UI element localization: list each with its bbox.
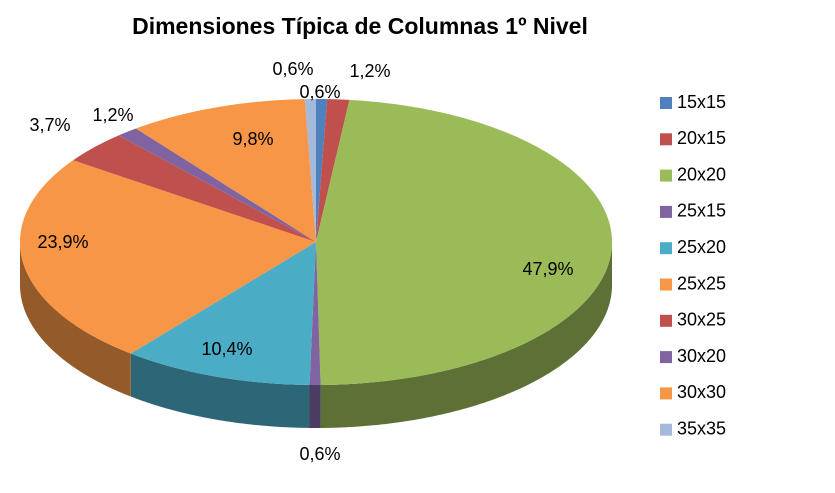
legend-swatch [660, 278, 672, 291]
legend-swatch [660, 423, 672, 436]
slice [304, 99, 316, 242]
legend-label: 25x25 [677, 273, 726, 293]
data-label: 3,7% [29, 115, 70, 135]
slice [316, 99, 612, 385]
legend-swatch [660, 387, 672, 400]
legend-label: 20x15 [677, 128, 726, 148]
legend-label: 25x15 [677, 201, 726, 221]
slice [316, 99, 328, 242]
legend-swatch [660, 242, 672, 255]
legend-label: 30x30 [677, 382, 726, 402]
data-label: 0,6% [299, 82, 340, 102]
slice-side [130, 353, 310, 428]
slice [118, 128, 316, 242]
legend-swatch [660, 205, 672, 218]
data-label: 9,8% [232, 129, 273, 149]
legend-swatch [660, 97, 672, 109]
data-label: 47,9% [522, 259, 573, 279]
legend-label: 30x20 [677, 346, 726, 366]
data-label: 23,9% [37, 232, 88, 252]
legend-label: 20x20 [677, 164, 726, 184]
slice [309, 242, 321, 385]
data-label: 1,2% [92, 105, 133, 125]
legend-swatch [660, 169, 672, 182]
slice [20, 160, 316, 354]
slice-side [320, 242, 612, 428]
slice [135, 99, 316, 242]
data-label: 1,2% [349, 61, 390, 81]
slice [316, 99, 350, 242]
data-label: 0,6% [299, 444, 340, 464]
data-label: 0,6% [272, 59, 313, 79]
slice [130, 242, 316, 385]
legend-label: 35x35 [677, 418, 726, 438]
legend-swatch [660, 133, 672, 146]
slice [73, 135, 316, 242]
legend-label: 15x15 [677, 92, 726, 112]
legend-label: 30x25 [677, 310, 726, 330]
slice-side [309, 384, 321, 428]
data-label: 10,4% [201, 339, 252, 359]
legend-swatch [660, 351, 672, 364]
legend-label: 25x20 [677, 237, 726, 257]
slice-side [20, 242, 131, 397]
legend-swatch [660, 314, 672, 327]
chart-title: Dimensiones Típica de Columnas 1º Nivel [132, 13, 588, 39]
